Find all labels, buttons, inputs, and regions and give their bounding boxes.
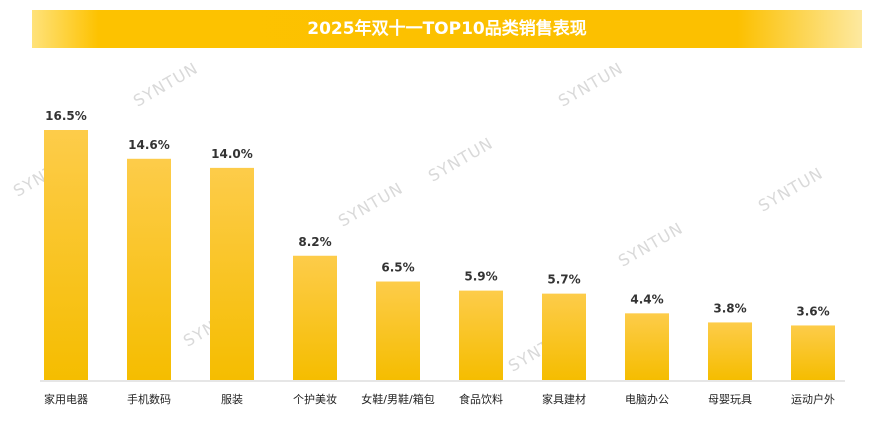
data-label: 14.6% <box>128 138 170 152</box>
x-tick-label: 运动户外 <box>791 392 835 406</box>
x-tick-label: 手机数码 <box>127 392 171 406</box>
x-tick-label: 电脑办公 <box>625 393 669 406</box>
data-label: 8.2% <box>298 235 331 249</box>
x-tick-label: 家用电器 <box>44 392 88 406</box>
data-label: 5.9% <box>464 270 497 284</box>
bar <box>44 130 88 380</box>
data-label: 4.4% <box>630 292 663 306</box>
data-label: 16.5% <box>45 109 87 123</box>
x-tick-label: 家具建材 <box>542 392 586 406</box>
bar <box>791 325 835 380</box>
x-tick-label: 女鞋/男鞋/箱包 <box>361 392 434 406</box>
bar <box>127 158 171 380</box>
data-label: 6.5% <box>381 261 414 275</box>
data-label: 3.6% <box>796 304 829 318</box>
data-label: 14.0% <box>211 147 253 161</box>
bar <box>293 255 337 380</box>
x-tick-label: 食品饮料 <box>459 392 503 406</box>
x-tick-label: 个护美妆 <box>293 392 337 406</box>
data-label: 3.8% <box>713 301 746 315</box>
bar <box>376 281 420 380</box>
data-label: 5.7% <box>547 273 580 287</box>
bar <box>625 313 669 380</box>
bar <box>708 322 752 380</box>
x-tick-label: 母婴玩具 <box>708 393 752 406</box>
chart-title: 2025年双十一TOP10品类销售表现 <box>32 10 862 48</box>
bar <box>542 293 586 380</box>
bar <box>459 290 503 380</box>
bar <box>210 167 254 380</box>
x-tick-label: 服装 <box>221 393 243 406</box>
